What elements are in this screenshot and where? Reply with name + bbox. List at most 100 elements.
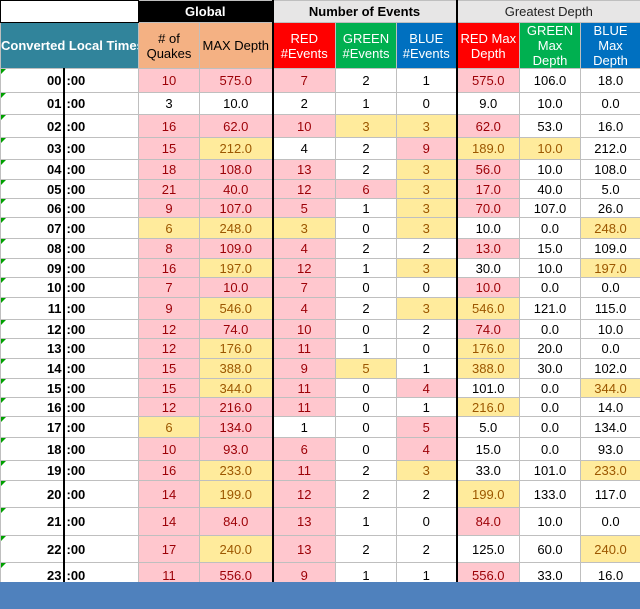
- red-events-cell: 11: [271, 397, 337, 417]
- green-events-cell: 1: [335, 92, 398, 115]
- cell-indicator-icon: [1, 339, 6, 344]
- minute-cell: :00: [62, 437, 139, 461]
- minute-cell: :00: [62, 114, 139, 138]
- green-events-cell: 0: [335, 277, 398, 298]
- red-depth-cell: 84.0: [455, 507, 521, 536]
- blue-depth-header: BLUE Max Depth: [580, 22, 640, 69]
- green-depth-cell: 60.0: [519, 535, 582, 563]
- max-depth-cell: 10.0: [198, 277, 274, 298]
- green-events-cell: 0: [335, 437, 398, 461]
- table-row: 18:00 10 93.0 6 0 4 15.0 0.0 93.0: [0, 437, 640, 461]
- red-depth-cell: 125.0: [455, 535, 521, 563]
- table-row: 12:00 12 74.0 10 0 2 74.0 0.0 10.0: [0, 319, 640, 339]
- hour-text: 05: [47, 181, 62, 197]
- minute-cell: :00: [62, 378, 139, 398]
- blue-events-cell: 3: [396, 258, 458, 278]
- blue-events-cell: 3: [396, 159, 458, 180]
- blue-depth-cell: 0.0: [580, 338, 640, 359]
- cell-indicator-icon: [1, 218, 6, 223]
- blue-depth-cell: 0.0: [580, 92, 640, 115]
- max-depth-cell: 176.0: [198, 338, 274, 359]
- cell-indicator-icon: [1, 379, 6, 384]
- table-row: 00:00 10 575.0 7 2 1 575.0 106.0 18.0: [0, 68, 640, 93]
- green-events-cell: 0: [335, 378, 398, 398]
- minute-cell: :00: [62, 179, 139, 199]
- hour-text: 21: [47, 514, 62, 529]
- table-row: 09:00 16 197.0 12 1 3 30.0 10.0 197.0: [0, 258, 640, 278]
- blue-events-cell: 2: [396, 319, 458, 339]
- hour-text: 17: [47, 419, 62, 435]
- green-events-cell: 2: [335, 297, 398, 320]
- cell-indicator-icon: [1, 93, 6, 98]
- cell-indicator-icon: [1, 259, 6, 264]
- blue-events-cell: 2: [396, 535, 458, 563]
- minute-cell: :00: [62, 338, 139, 359]
- blue-depth-cell: 134.0: [580, 416, 640, 438]
- quakes-cell: 6: [138, 217, 200, 239]
- minute-cell: :00: [62, 507, 139, 536]
- blue-events-cell: 0: [396, 507, 458, 536]
- minute-cell: :00: [62, 460, 139, 481]
- green-depth-cell: 0.0: [519, 416, 582, 438]
- hour-text: 16: [47, 399, 62, 415]
- cell-indicator-icon: [1, 481, 6, 486]
- max-depth-cell: 240.0: [198, 535, 274, 563]
- hour-text: 10: [47, 280, 62, 295]
- quakes-cell: 18: [138, 159, 200, 180]
- column-header-row: Converted Local Times # of Quakes MAX De…: [0, 22, 640, 69]
- table-row: 07:00 6 248.0 3 0 3 10.0 0.0 248.0: [0, 217, 640, 239]
- hour-cell: 05: [0, 179, 64, 199]
- minute-cell: :00: [62, 258, 139, 278]
- cell-indicator-icon: [1, 563, 6, 568]
- hour-cell: 04: [0, 159, 64, 180]
- quakes-cell: 15: [138, 358, 200, 379]
- blue-events-cell: 1: [396, 68, 458, 93]
- max-depth-cell: 10.0: [198, 92, 274, 115]
- green-events-cell: 2: [335, 460, 398, 481]
- red-depth-cell: 30.0: [455, 258, 521, 278]
- hour-text: 02: [47, 118, 62, 134]
- blue-depth-cell: 10.0: [580, 319, 640, 339]
- cell-indicator-icon: [1, 438, 6, 443]
- green-depth-cell: 10.0: [519, 258, 582, 278]
- minute-cell: :00: [62, 358, 139, 379]
- hour-text: 18: [47, 441, 62, 457]
- quakes-cell: 16: [138, 114, 200, 138]
- minute-cell: :00: [62, 137, 139, 160]
- quakes-cell: 15: [138, 378, 200, 398]
- green-events-cell: 1: [335, 338, 398, 359]
- red-depth-cell: 189.0: [455, 137, 521, 160]
- table-row: 08:00 8 109.0 4 2 2 13.0 15.0 109.0: [0, 238, 640, 259]
- quakes-cell: 14: [138, 507, 200, 536]
- red-events-cell: 7: [271, 68, 337, 93]
- green-depth-cell: 0.0: [519, 378, 582, 398]
- blue-events-cell: 9: [396, 137, 458, 160]
- red-depth-cell: 70.0: [455, 198, 521, 218]
- green-depth-cell: 20.0: [519, 338, 582, 359]
- red-depth-header: RED Max Depth: [455, 22, 521, 69]
- hour-text: 19: [47, 463, 62, 478]
- hour-cell: 19: [0, 460, 64, 481]
- green-events-cell: 0: [335, 397, 398, 417]
- hour-text: 23: [47, 567, 62, 583]
- cell-indicator-icon: [1, 398, 6, 403]
- blue-events-cell: 0: [396, 338, 458, 359]
- max-depth-cell: 109.0: [198, 238, 274, 259]
- minute-cell: :00: [62, 319, 139, 339]
- red-depth-cell: 13.0: [455, 238, 521, 259]
- max-depth-cell: 248.0: [198, 217, 274, 239]
- green-events-cell: 2: [335, 159, 398, 180]
- max-depth-cell: 546.0: [198, 297, 274, 320]
- hour-cell: 21: [0, 507, 64, 536]
- table-row: 03:00 15 212.0 4 2 9 189.0 10.0 212.0: [0, 137, 640, 160]
- blank-header-cell: [0, 0, 139, 23]
- green-events-cell: 2: [335, 480, 398, 508]
- blue-events-cell: 3: [396, 114, 458, 138]
- quakes-cell: 3: [138, 92, 200, 115]
- minute-cell: :00: [62, 198, 139, 218]
- red-events-cell: 13: [271, 507, 337, 536]
- quakes-cell: 16: [138, 460, 200, 481]
- red-events-cell: 11: [271, 460, 337, 481]
- hour-text: 07: [47, 220, 62, 236]
- hour-text: 14: [47, 361, 62, 376]
